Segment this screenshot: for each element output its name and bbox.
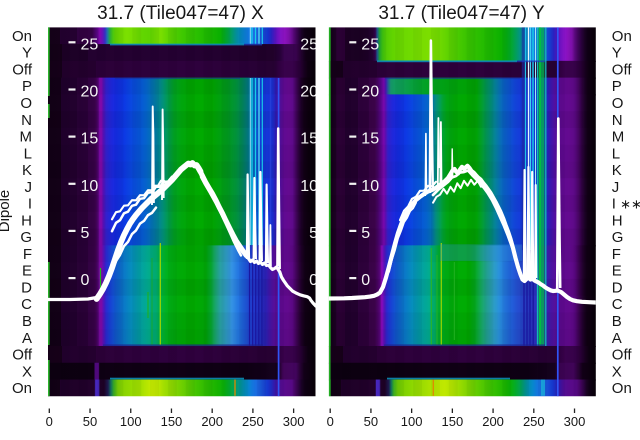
- svg-text:5: 5: [309, 225, 318, 242]
- svg-text:20: 20: [361, 84, 379, 101]
- svg-text:F: F: [612, 246, 621, 263]
- svg-text:C: C: [21, 296, 32, 313]
- svg-text:20: 20: [300, 84, 318, 101]
- svg-text:X: X: [22, 363, 32, 380]
- svg-text:B: B: [22, 313, 32, 330]
- svg-text:150: 150: [442, 414, 464, 429]
- svg-text:300: 300: [564, 414, 586, 429]
- svg-text:Off: Off: [12, 347, 33, 364]
- svg-text:31.7 (Tile047=47) Y: 31.7 (Tile047=47) Y: [378, 3, 545, 24]
- svg-text:On: On: [12, 28, 32, 45]
- svg-text:15: 15: [300, 131, 318, 148]
- svg-text:N: N: [21, 112, 32, 129]
- svg-text:Off: Off: [612, 347, 633, 364]
- svg-text:D: D: [21, 280, 32, 297]
- svg-text:J: J: [612, 179, 620, 196]
- svg-text:Off: Off: [12, 61, 33, 78]
- svg-text:O: O: [20, 95, 32, 112]
- svg-text:0: 0: [327, 414, 334, 429]
- svg-text:L: L: [24, 145, 32, 162]
- svg-text:150: 150: [161, 414, 183, 429]
- svg-text:5: 5: [361, 225, 370, 242]
- svg-text:A: A: [612, 330, 622, 347]
- svg-text:10: 10: [81, 178, 99, 195]
- svg-text:25: 25: [81, 36, 99, 53]
- svg-text:K: K: [612, 162, 622, 179]
- svg-text:200: 200: [482, 414, 504, 429]
- svg-text:Off: Off: [612, 61, 633, 78]
- svg-text:M: M: [20, 129, 33, 146]
- svg-text:Dipole: Dipole: [0, 190, 13, 233]
- svg-text:0: 0: [361, 272, 370, 289]
- svg-text:L: L: [612, 145, 620, 162]
- svg-text:X: X: [612, 363, 622, 380]
- svg-text:250: 250: [242, 414, 264, 429]
- svg-text:0: 0: [46, 414, 53, 429]
- svg-text:25: 25: [300, 36, 318, 53]
- svg-text:31.7 (Tile047=47) X: 31.7 (Tile047=47) X: [97, 3, 264, 24]
- svg-text:K: K: [22, 162, 32, 179]
- svg-text:H: H: [612, 212, 623, 229]
- svg-text:A: A: [22, 330, 32, 347]
- svg-text:P: P: [22, 78, 32, 95]
- svg-text:25: 25: [361, 36, 379, 53]
- svg-text:0: 0: [81, 272, 90, 289]
- svg-text:200: 200: [201, 414, 223, 429]
- svg-text:Y: Y: [612, 45, 622, 62]
- svg-text:50: 50: [364, 414, 378, 429]
- svg-text:On: On: [612, 28, 632, 45]
- svg-text:C: C: [612, 296, 623, 313]
- svg-text:O: O: [612, 95, 624, 112]
- svg-text:20: 20: [81, 84, 99, 101]
- svg-text:G: G: [20, 229, 32, 246]
- svg-text:50: 50: [83, 414, 97, 429]
- svg-text:B: B: [612, 313, 622, 330]
- svg-text:15: 15: [361, 131, 379, 148]
- svg-text:E: E: [612, 263, 622, 280]
- svg-text:J: J: [25, 179, 33, 196]
- svg-text:I ∗∗: I ∗∗: [612, 196, 640, 213]
- svg-text:0: 0: [309, 272, 318, 289]
- svg-text:100: 100: [120, 414, 142, 429]
- svg-text:N: N: [612, 112, 623, 129]
- svg-text:I: I: [28, 196, 32, 213]
- svg-text:F: F: [23, 246, 32, 263]
- svg-text:G: G: [612, 229, 624, 246]
- svg-text:M: M: [612, 129, 625, 146]
- svg-text:On: On: [612, 380, 632, 397]
- svg-text:100: 100: [401, 414, 423, 429]
- svg-text:10: 10: [300, 178, 318, 195]
- svg-text:E: E: [22, 263, 32, 280]
- svg-text:300: 300: [283, 414, 305, 429]
- svg-text:Y: Y: [22, 45, 32, 62]
- svg-text:P: P: [612, 78, 622, 95]
- svg-text:On: On: [12, 380, 32, 397]
- svg-text:H: H: [21, 212, 32, 229]
- svg-text:15: 15: [81, 131, 99, 148]
- svg-text:5: 5: [81, 225, 90, 242]
- svg-text:250: 250: [523, 414, 545, 429]
- svg-text:10: 10: [361, 178, 379, 195]
- svg-text:D: D: [612, 280, 623, 297]
